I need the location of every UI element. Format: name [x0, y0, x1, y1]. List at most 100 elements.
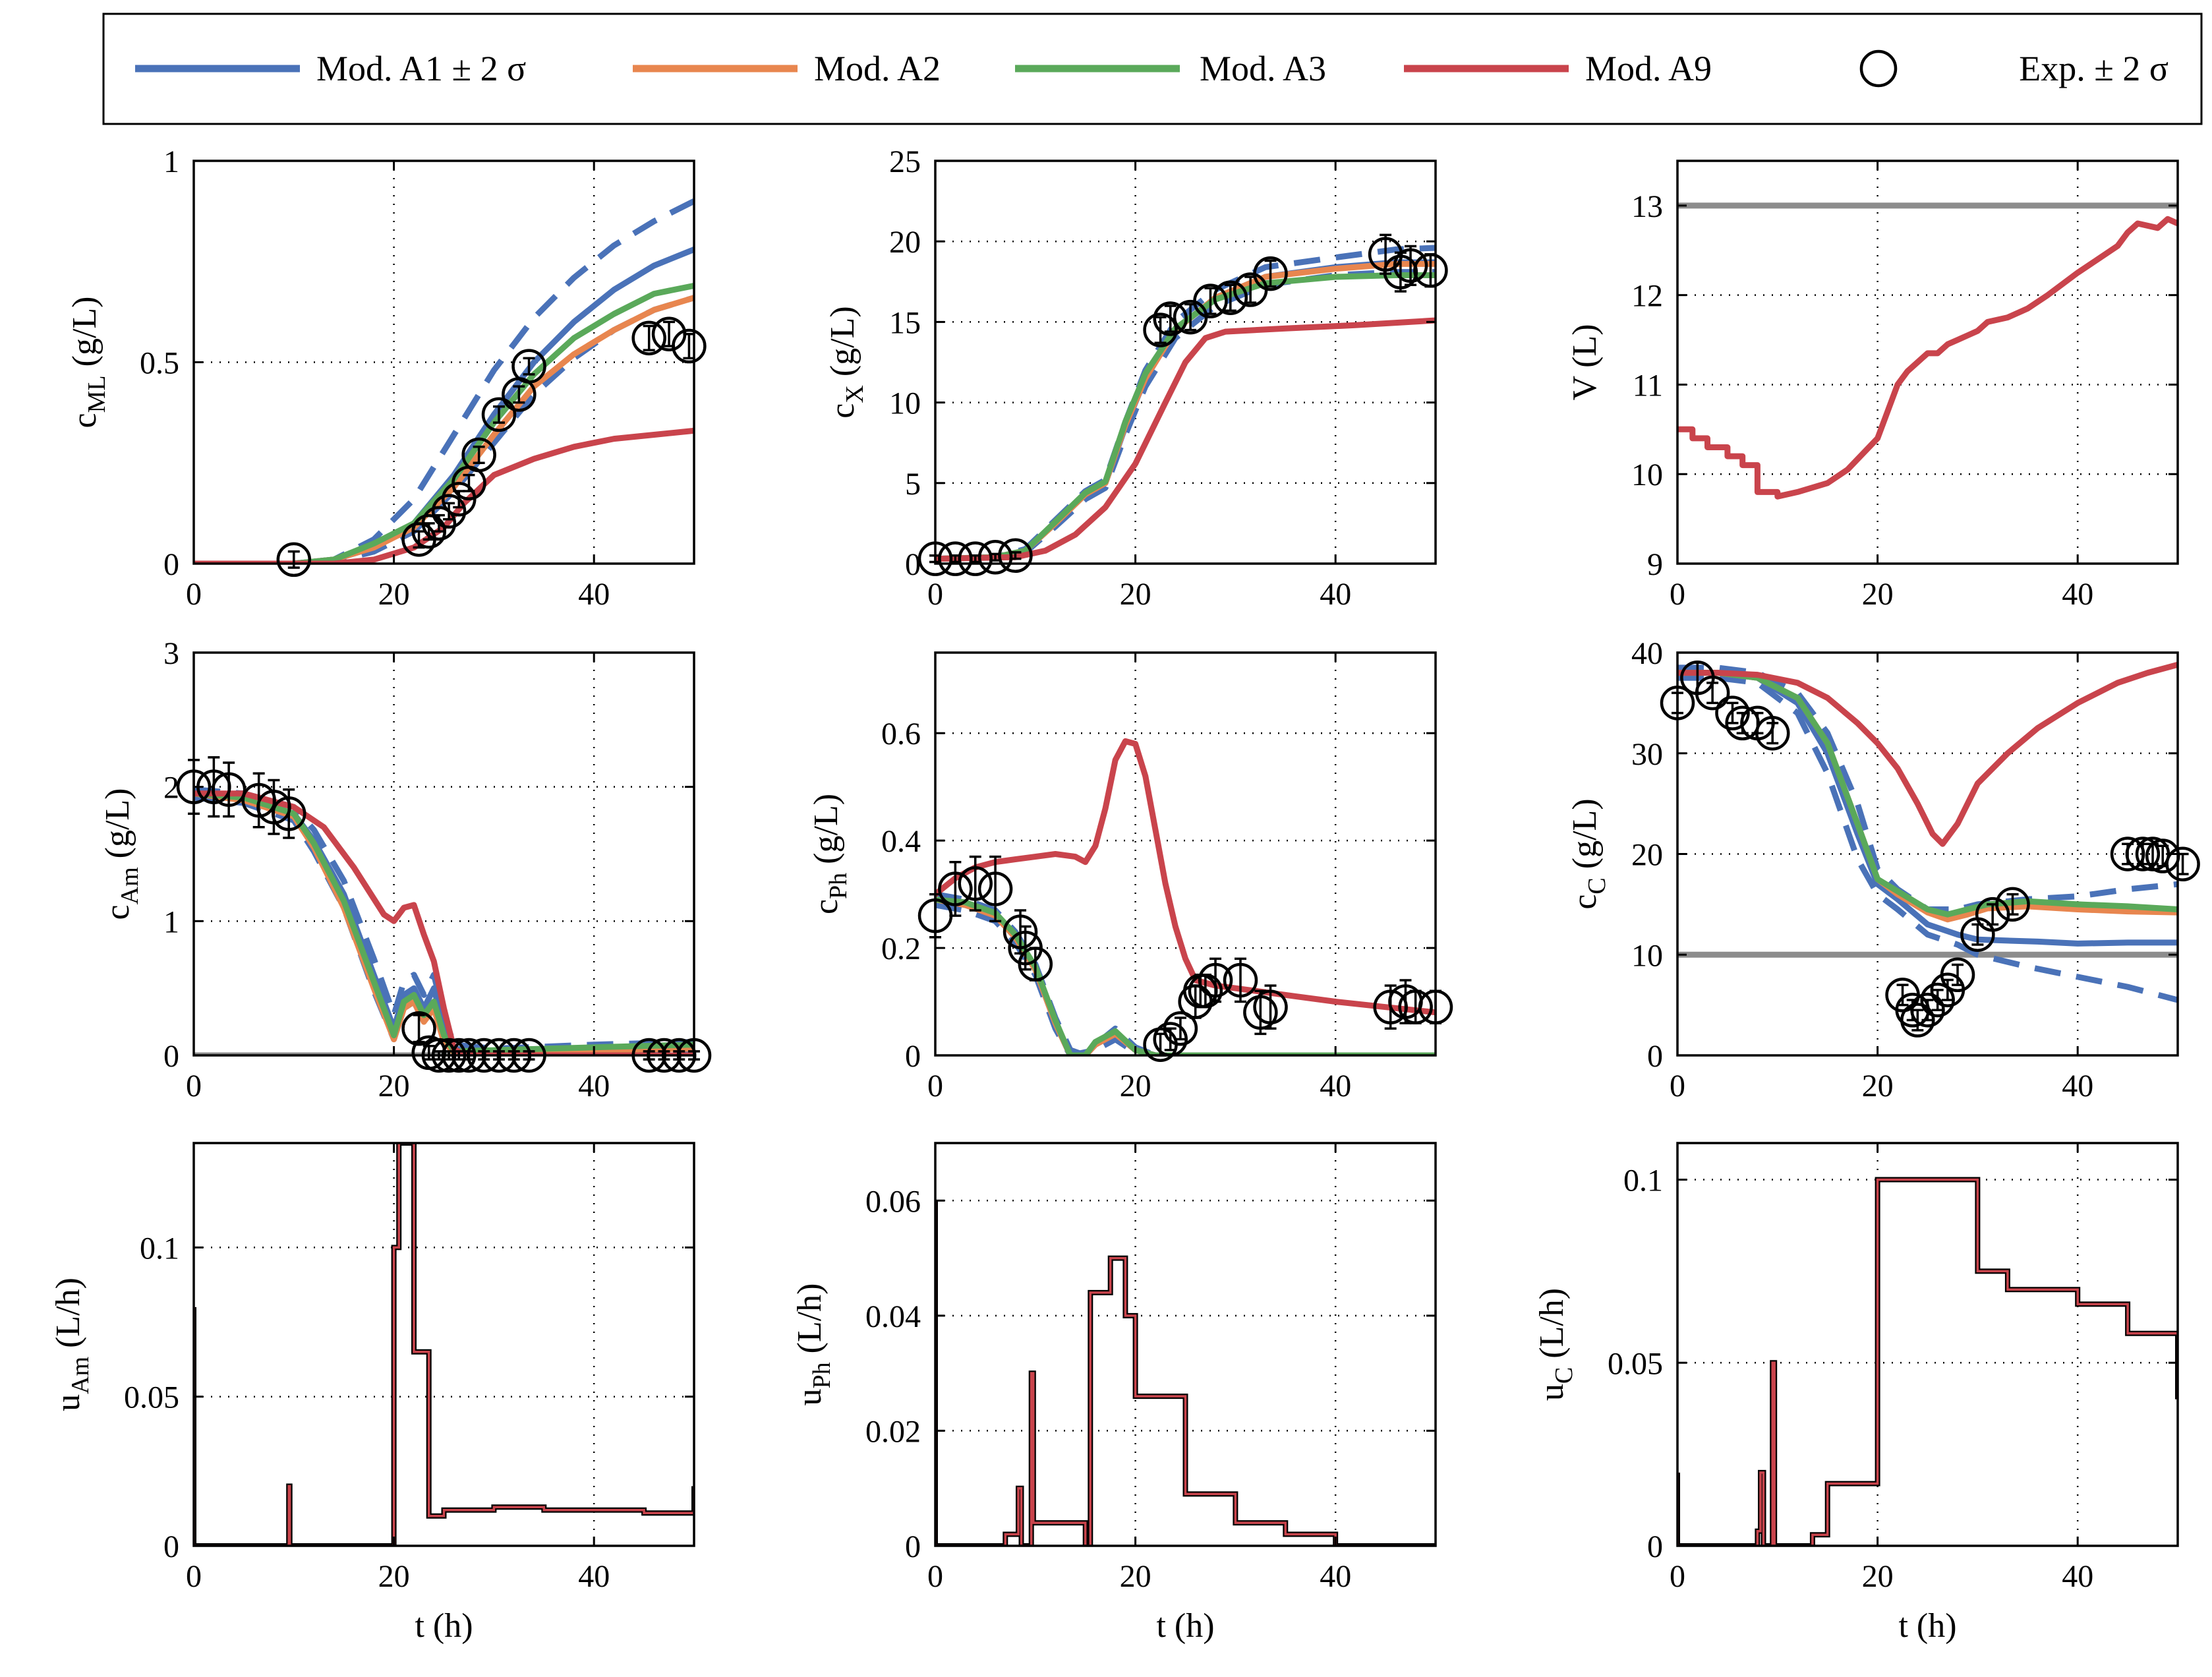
y-tick-label: 0.06: [865, 1184, 921, 1219]
x-tick-label: 20: [378, 1069, 410, 1103]
axes-box: [934, 1142, 1437, 1547]
line-series-a9: [194, 427, 694, 564]
y-tick-label: 13: [1631, 189, 1663, 224]
legend-label-a3: Mod. A3: [1200, 49, 1326, 88]
y-tick-label: 0.04: [865, 1299, 921, 1334]
y-tick-label: 15: [889, 305, 921, 340]
legend-label-exp: Exp. ± 2 σ: [2019, 49, 2168, 88]
axes-box: [1676, 1142, 2179, 1547]
x-tick-label: 20: [1862, 1069, 1894, 1103]
y-tick-label: 9: [1647, 547, 1663, 582]
y-tick-label: 20: [889, 225, 921, 260]
x-tick-label: 0: [186, 1559, 202, 1594]
band-series-a1: [1677, 664, 2178, 912]
exp-marker: [998, 538, 1033, 574]
plot-area: [1677, 1143, 2178, 1546]
exp-marker: [271, 788, 306, 839]
y-axis-label: cAm (g/L): [99, 788, 144, 920]
y-tick-label: 0.1: [140, 1231, 179, 1266]
x-tick-label: 20: [1862, 1559, 1894, 1594]
panel-c-x: 0 20 40 0 5 10 15 20 25 cX (g/L): [824, 144, 1448, 612]
x-tick-label: 40: [578, 577, 610, 612]
y-tick-label: 2: [163, 771, 179, 806]
axes-box: [934, 160, 1437, 565]
plot-content: [935, 1200, 1436, 1546]
exp-marker: [1163, 1011, 1198, 1046]
x-tick-label: 0: [1670, 577, 1685, 612]
y-tick-label: 0.6: [881, 717, 921, 751]
x-tick-label: 0: [186, 577, 202, 612]
legend-label-a2: Mod. A2: [814, 49, 941, 88]
x-tick-label: 40: [2062, 1069, 2093, 1103]
x-tick-label: 20: [378, 577, 410, 612]
y-tick-label: 10: [889, 386, 921, 421]
y-tick-label: 10: [1631, 457, 1663, 492]
x-tick-label: 20: [1862, 577, 1894, 612]
exp-marker: [1198, 957, 1233, 1003]
plot-content: [194, 1143, 694, 1546]
legend-label-a1: Mod. A1 ± 2 σ: [316, 49, 526, 88]
line-series-a3: [194, 282, 694, 564]
axes-box: [934, 651, 1437, 1057]
y-axis-label: cML (g/L): [66, 297, 111, 428]
x-tick-label: 0: [1670, 1069, 1685, 1103]
x-axis-label: t (h): [415, 1607, 473, 1645]
y-tick-label: 11: [1633, 368, 1663, 403]
exp-marker: [1193, 283, 1228, 318]
x-tick-label: 0: [186, 1069, 202, 1103]
panel-c-ph: 0 20 40 0 0.2 0.4 0.6 cPh (g/L): [807, 651, 1453, 1103]
legend-marker-exp: [1859, 49, 1898, 88]
x-tick-label: 20: [1120, 1559, 1151, 1594]
panel-c-am: 0 20 40 0 1 2 3 cAm (g/L): [99, 636, 712, 1103]
x-tick-label: 20: [1120, 1069, 1151, 1103]
plot-content: [1677, 661, 2178, 1003]
line-series-a9: [1677, 216, 2178, 500]
exp-marker: [461, 437, 496, 473]
y-tick-label: 0: [905, 547, 921, 582]
exp-marker: [1253, 256, 1288, 291]
y-tick-label: 1: [163, 144, 179, 179]
axes-box: [1676, 160, 2179, 565]
x-tick-label: 40: [1320, 1559, 1351, 1594]
exp-marker: [1940, 957, 1975, 993]
band-series-a1: [194, 786, 694, 1052]
panel-u-ph: 0 20 40 0 0.02 0.04 0.06 uPh (L/h) t (h): [791, 1142, 1437, 1645]
exp-marker: [511, 349, 546, 384]
y-axis-label: cC (g/L): [1566, 798, 1611, 909]
exp-marker: [1695, 675, 1730, 711]
exp-marker: [938, 860, 973, 917]
exp-marker: [1398, 989, 1433, 1024]
x-tick-label: 40: [578, 1069, 610, 1103]
y-axis-label: uPh (L/h): [791, 1283, 836, 1406]
x-tick-label: 40: [578, 1559, 610, 1594]
plot-content: [194, 198, 694, 564]
legend-label-a9: Mod. A9: [1585, 49, 1712, 88]
x-tick-label: 40: [1320, 1069, 1351, 1103]
y-tick-label: 0: [905, 1529, 921, 1564]
exp-marker: [1253, 984, 1288, 1030]
exp-marker: [276, 542, 312, 577]
exp-marker: [211, 761, 247, 818]
x-tick-label: 40: [1320, 577, 1351, 612]
y-tick-label: 0: [905, 1039, 921, 1074]
exp-marker: [1995, 887, 2030, 922]
y-tick-label: 20: [1631, 838, 1663, 873]
x-tick-label: 0: [927, 1559, 943, 1594]
band-series-a1: [935, 902, 1436, 1055]
exp-marker: [1393, 245, 1428, 286]
panel-u-am: 0 20 40 0 0.05 0.1 uAm (L/h) t (h): [49, 1142, 695, 1645]
y-tick-label: 0: [1647, 1529, 1663, 1564]
x-tick-label: 40: [2062, 1559, 2093, 1594]
y-tick-label: 30: [1631, 737, 1663, 772]
y-tick-label: 1: [163, 904, 179, 939]
stair-series-a9: [935, 1200, 1436, 1546]
line-series-a9: [935, 317, 1436, 562]
x-tick-label: 40: [2062, 577, 2093, 612]
y-tick-label: 0: [1647, 1039, 1663, 1074]
line-series-a9: [935, 738, 1436, 1016]
y-axis-label: cPh (g/L): [807, 794, 852, 914]
y-axis-label: uAm (L/h): [49, 1278, 94, 1411]
legend: Mod. A1 ± 2 σ Mod. A2 Mod. A3 Mod. A9 Ex…: [102, 13, 2203, 125]
panel-u-c: 0 20 40 0 0.05 0.1 uC (L/h) t (h): [1533, 1142, 2179, 1645]
panel-volume: 0 20 40 9 10 11 12 13 V (L): [1566, 160, 2179, 612]
